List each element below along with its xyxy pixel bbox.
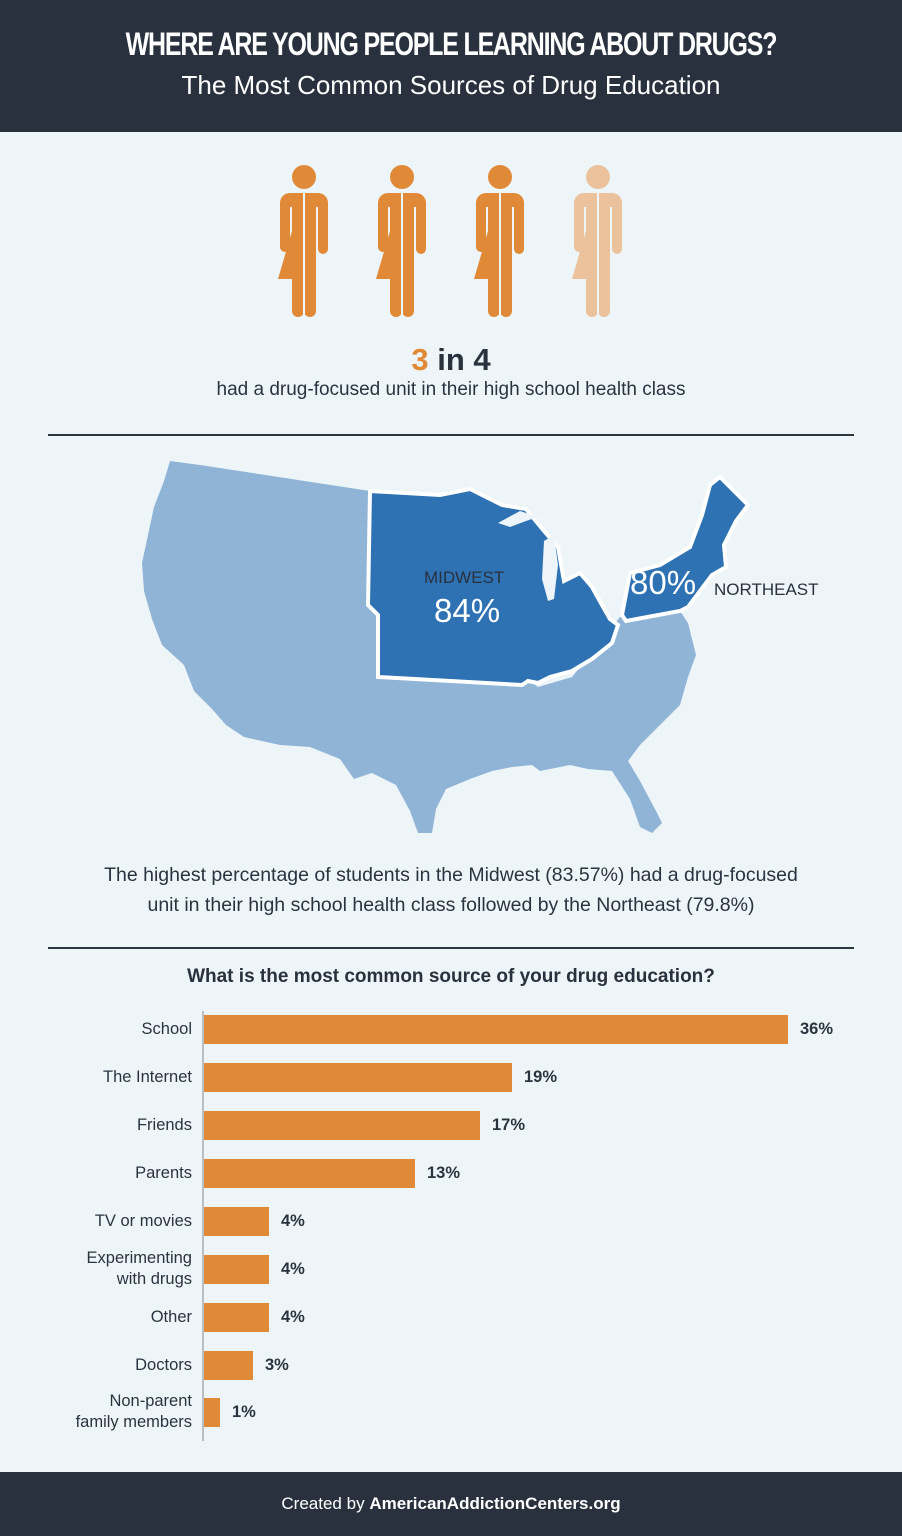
bar-row: Friends 17% xyxy=(0,1109,902,1141)
page-subtitle: The Most Common Sources of Drug Educatio… xyxy=(181,70,721,100)
ratio-stat: 3 in 4 xyxy=(0,342,902,378)
bar-row: Non-parent family members 1% xyxy=(0,1392,902,1431)
footer-brand-link[interactable]: AmericanAddictionCenters.org xyxy=(369,1494,621,1513)
bar-row: TV or movies 4% xyxy=(0,1205,902,1237)
people-pictogram xyxy=(270,165,632,320)
bar xyxy=(204,1398,220,1427)
bar xyxy=(204,1351,253,1380)
map-caption: The highest percentage of students in th… xyxy=(0,860,902,920)
bar-value-label: 36% xyxy=(800,1019,834,1038)
bar-category-label-line: Doctors xyxy=(135,1355,192,1374)
bar-category-label: The Internet xyxy=(103,1061,192,1093)
bar-row: Other 4% xyxy=(0,1301,902,1333)
northeast-region xyxy=(619,474,751,624)
bar xyxy=(204,1303,269,1332)
bar xyxy=(204,1159,415,1188)
ratio-numerator: 3 xyxy=(411,342,429,377)
bar-category-label-line: TV or movies xyxy=(94,1211,192,1230)
ratio-denominator: 4 xyxy=(473,342,491,377)
footer-prefix: Created by xyxy=(281,1494,365,1513)
bar xyxy=(204,1111,480,1140)
bar-category-label-line: Non-parent xyxy=(109,1392,192,1410)
bar-value-label: 1% xyxy=(232,1402,256,1421)
bar-category-label: Other xyxy=(151,1301,192,1333)
ratio-caption: had a drug-focused unit in their high sc… xyxy=(216,379,686,400)
bar xyxy=(204,1015,788,1044)
midwest-value: 84% xyxy=(434,592,501,629)
bar-value-label: 4% xyxy=(281,1259,305,1278)
bar-category-label-line: School xyxy=(141,1019,192,1038)
ratio-connector: in xyxy=(437,342,465,377)
bar-row: Parents 13% xyxy=(0,1157,902,1189)
bar-row: School 36% xyxy=(0,1013,902,1045)
map-caption-line-1: The highest percentage of students in th… xyxy=(104,864,798,886)
chart-title: What is the most common source of your d… xyxy=(187,966,715,987)
bar-value-label: 4% xyxy=(281,1307,305,1326)
person-icon xyxy=(376,165,426,317)
divider xyxy=(48,434,854,436)
bar-category-label-line: Friends xyxy=(136,1115,192,1134)
bar-value-label: 17% xyxy=(492,1115,526,1134)
bar-value-label: 4% xyxy=(281,1211,305,1230)
bar-category-label: Parents xyxy=(135,1157,192,1189)
bar-category-label: Friends xyxy=(137,1109,192,1141)
bar-row: Doctors 3% xyxy=(0,1349,902,1381)
midwest-region xyxy=(365,486,621,688)
divider xyxy=(48,947,854,949)
bar-value-label: 19% xyxy=(524,1067,558,1086)
bar-category-label-line: with drugs xyxy=(116,1270,192,1288)
bar-chart: School 36% The Internet 19% Friends 17% Parent… xyxy=(0,1005,902,1445)
bar xyxy=(204,1255,269,1284)
lake-michigan xyxy=(542,535,558,601)
bar-category-label: Doctors xyxy=(135,1349,192,1381)
person-icon xyxy=(278,165,328,317)
footer: Created by AmericanAddictionCenters.org xyxy=(0,1472,902,1536)
us-map xyxy=(142,461,751,833)
bar xyxy=(204,1063,512,1092)
bar-value-label: 13% xyxy=(427,1163,461,1182)
person-icon-faded xyxy=(572,165,622,317)
bar-category-label-line: Other xyxy=(150,1307,192,1326)
map-caption-line-2: unit in their high school health class f… xyxy=(147,894,755,916)
bar xyxy=(204,1207,269,1236)
bar-value-label: 3% xyxy=(265,1355,289,1374)
header: WHERE ARE YOUNG PEOPLE LEARNING ABOUT DR… xyxy=(0,0,902,132)
bar-category-label-line: family members xyxy=(75,1413,192,1431)
bar-category-label-line: The Internet xyxy=(103,1067,192,1086)
bar-category-label: TV or movies xyxy=(95,1205,192,1237)
us-base-region xyxy=(142,461,696,833)
bar-row: The Internet 19% xyxy=(0,1061,902,1093)
page-title: WHERE ARE YOUNG PEOPLE LEARNING ABOUT DR… xyxy=(125,26,778,62)
person-icon xyxy=(474,165,524,317)
bar-row: Experimenting with drugs 4% xyxy=(0,1249,902,1288)
bar-category-label-line: Parents xyxy=(135,1163,192,1182)
y-axis-line xyxy=(202,1011,204,1441)
bar-category-label-line: Experimenting xyxy=(86,1249,192,1267)
bar-category-label: Non-parent family members xyxy=(76,1392,192,1431)
lake-superior xyxy=(498,511,538,527)
northeast-label: NORTHEAST xyxy=(714,580,819,599)
midwest-label: MIDWEST xyxy=(424,568,505,587)
bar-category-label: Experimenting with drugs xyxy=(87,1249,192,1288)
northeast-value: 80% xyxy=(630,564,697,601)
bar-category-label: School xyxy=(142,1013,192,1045)
